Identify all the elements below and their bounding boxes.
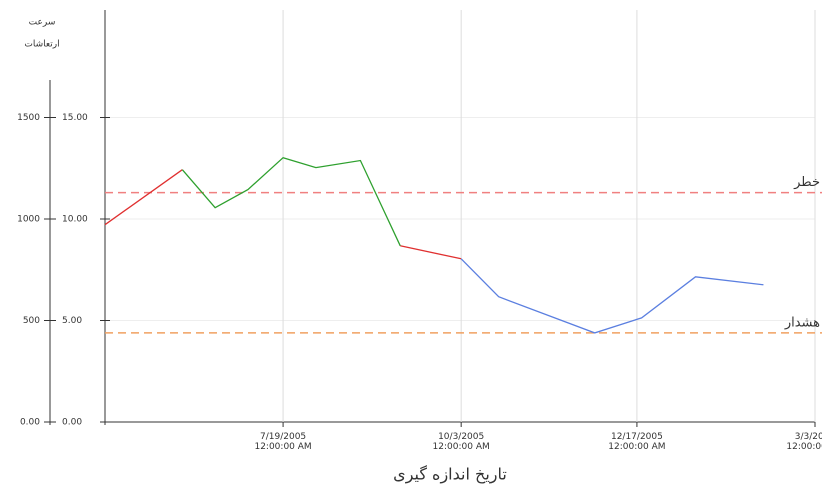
x-tick-date: 10/3/2005 [438, 432, 484, 442]
series-line [460, 258, 764, 334]
series-line [181, 156, 401, 247]
x-tick-label: 3/3/200612:00:00 AM [786, 432, 822, 452]
x-tick-date: 12/17/2005 [611, 432, 663, 442]
x-tick-time: 12:00:00 AM [254, 442, 311, 452]
x-tick-time: 12:00:00 AM [786, 442, 822, 452]
x-tick-label: 12/17/2005 12:00:00 AM [608, 432, 665, 452]
series-line [104, 169, 462, 260]
y-tick-label: 500 [23, 316, 40, 326]
x-tick-time: 12:00:00 AM [433, 442, 490, 452]
y2-tick-label: 15.00 [62, 113, 88, 123]
y-label-1: سرعت [29, 18, 56, 28]
y2-tick-label: 0.00 [62, 418, 82, 428]
y2-tick-label: 5.00 [62, 316, 82, 326]
threshold-label: هشدار [784, 315, 820, 330]
y-tick-label: 0.00 [20, 418, 40, 428]
threshold-label: خطر [793, 175, 820, 190]
x-tick-label: 10/3/2005 12:00:00 AM [433, 432, 490, 452]
y-label-2: ارتعاشات [24, 40, 59, 50]
x-tick-time: 12:00:00 AM [608, 442, 665, 452]
x-tick-date: 3/3/2006 [795, 432, 822, 442]
x-axis-label: تاریخ اندازه گیری [393, 465, 507, 485]
y2-tick-label: 10.00 [62, 215, 88, 225]
y-tick-label: 1000 [17, 215, 40, 225]
x-tick-date: 7/19/2005 [260, 432, 306, 442]
x-tick-label: 7/19/2005 12:00:00 AM [254, 432, 311, 452]
y-tick-label: 1500 [17, 113, 40, 123]
